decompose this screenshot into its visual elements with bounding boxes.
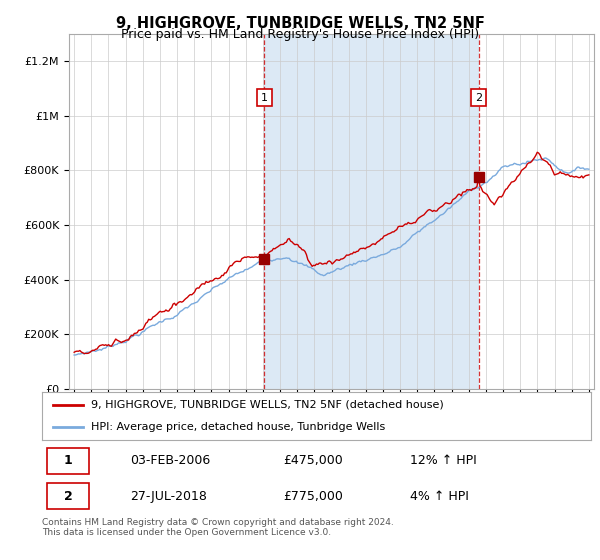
Text: 27-JUL-2018: 27-JUL-2018 [130,489,207,503]
Text: 2: 2 [475,92,482,102]
Text: 4% ↑ HPI: 4% ↑ HPI [410,489,469,503]
Text: 9, HIGHGROVE, TUNBRIDGE WELLS, TN2 5NF: 9, HIGHGROVE, TUNBRIDGE WELLS, TN2 5NF [116,16,484,31]
Text: 1: 1 [261,92,268,102]
FancyBboxPatch shape [47,448,89,474]
Text: 1: 1 [64,454,73,468]
Text: £775,000: £775,000 [284,489,343,503]
Text: 2: 2 [64,489,73,503]
Text: 03-FEB-2006: 03-FEB-2006 [130,454,210,468]
Bar [265,34,479,389]
Text: 12% ↑ HPI: 12% ↑ HPI [410,454,476,468]
Text: 9, HIGHGROVE, TUNBRIDGE WELLS, TN2 5NF (detached house): 9, HIGHGROVE, TUNBRIDGE WELLS, TN2 5NF (… [91,400,444,410]
Text: Price paid vs. HM Land Registry's House Price Index (HPI): Price paid vs. HM Land Registry's House … [121,28,479,41]
Text: Contains HM Land Registry data © Crown copyright and database right 2024.
This d: Contains HM Land Registry data © Crown c… [42,518,394,538]
Text: HPI: Average price, detached house, Tunbridge Wells: HPI: Average price, detached house, Tunb… [91,422,386,432]
Text: £475,000: £475,000 [284,454,343,468]
FancyBboxPatch shape [47,483,89,509]
